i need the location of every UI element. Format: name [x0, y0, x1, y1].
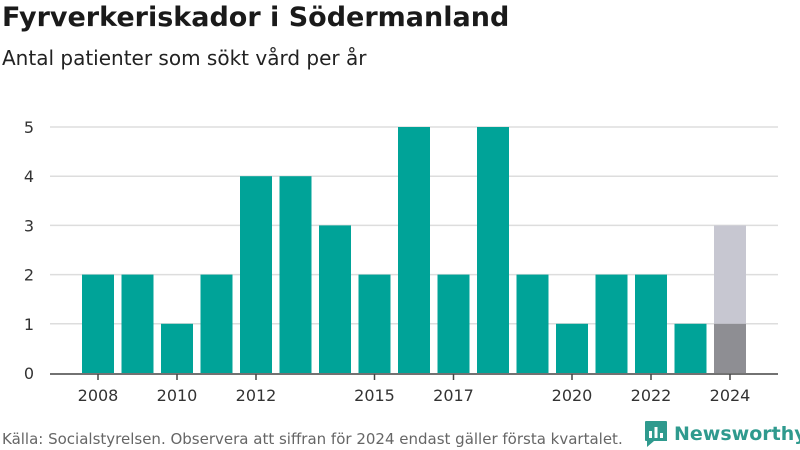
chart-title: Fyrverkeriskador i Södermanland	[2, 2, 510, 33]
x-tick-label-2015: 2015	[354, 386, 395, 405]
x-tick-label-2010: 2010	[157, 386, 198, 405]
bar-2018	[477, 127, 509, 373]
bar-2009	[121, 274, 154, 373]
y-tick-label-5: 5	[24, 118, 34, 137]
y-tick-label-2: 2	[24, 266, 34, 285]
bar-2016	[398, 127, 430, 373]
y-tick-label-0: 0	[24, 364, 34, 383]
x-tick-label-2012: 2012	[236, 386, 277, 405]
bar-2014	[319, 225, 351, 373]
x-tick-label-2020: 2020	[552, 386, 593, 405]
x-tick-label-2022: 2022	[631, 386, 672, 405]
bar-2017	[437, 274, 470, 373]
bar-2024	[714, 323, 746, 373]
bar-2024-remainder	[714, 225, 746, 324]
x-tick-label-2017: 2017	[433, 386, 474, 405]
bar-2011	[200, 274, 233, 373]
bar-2010	[161, 323, 193, 373]
bar-2012	[240, 176, 272, 373]
bar-2022	[635, 274, 667, 373]
bar-2015	[358, 274, 391, 373]
x-tick-label-2024: 2024	[710, 386, 751, 405]
bar-2020	[556, 323, 588, 373]
newsworthy-logo-icon	[645, 421, 667, 447]
bar-2023	[674, 323, 707, 373]
y-tick-label-4: 4	[24, 167, 34, 186]
y-tick-label-3: 3	[24, 216, 34, 235]
newsworthy-logo: Newsworthy	[644, 420, 800, 448]
source-note: Källa: Socialstyrelsen. Observera att si…	[2, 430, 623, 448]
x-tick-label-2008: 2008	[78, 386, 119, 405]
newsworthy-logo-text: Newsworthy	[674, 423, 800, 445]
bar-2013	[279, 176, 312, 373]
bar-2021	[595, 274, 628, 373]
bar-2019	[516, 274, 549, 373]
bar-2008	[82, 274, 114, 373]
y-tick-label-1: 1	[24, 315, 34, 334]
chart-subtitle: Antal patienter som sökt vård per år	[2, 46, 367, 70]
